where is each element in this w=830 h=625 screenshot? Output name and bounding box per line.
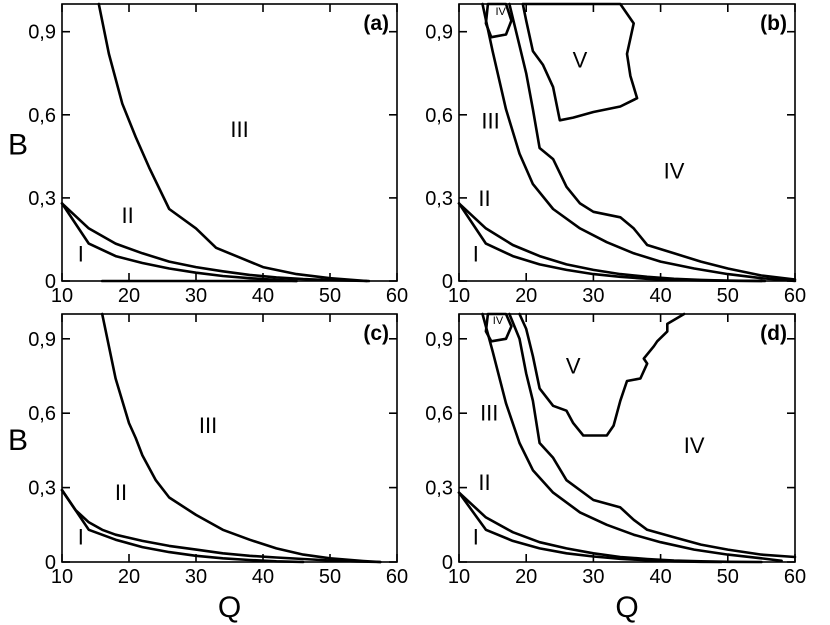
panel-c-region-label: III: [199, 413, 217, 438]
panel-a-region-label: I: [78, 242, 84, 267]
panel-a-ytick-label: 0,3: [28, 188, 56, 210]
panel-b-ytick-label: 0: [442, 271, 453, 293]
panel-b-region-label: V: [573, 48, 588, 73]
panel-d-xtick-label: 50: [717, 566, 739, 588]
panel-c-region-label: I: [78, 525, 84, 550]
panel-b-xtick-label: 40: [649, 285, 671, 307]
panel-d-boundary-curve-3: [481, 312, 783, 563]
panel-d-xtick-label: 30: [582, 566, 604, 588]
panel-d-region-label: I: [473, 525, 479, 550]
panel-b-boundary-curve-6: [484, 2, 513, 39]
panel-d-boundary-curve-6: [484, 312, 513, 343]
panel-a-xtick-label: 40: [252, 285, 274, 307]
panel-b-region-label: I: [473, 242, 479, 267]
panel-d-xlabel: Q: [615, 591, 638, 624]
panel-c-boundary-curve-3: [100, 312, 382, 564]
panel-b-xtick-label: 30: [582, 285, 604, 307]
panel-b-region-label: IV: [495, 6, 506, 18]
panel-d-ytick-label: 0,6: [425, 403, 453, 425]
panel-a-xtick-label: 20: [118, 285, 140, 307]
panel-a-frame: [61, 3, 398, 282]
panel-d-ytick-label: 0,9: [425, 329, 453, 351]
panel-d-ytick-label: 0: [442, 552, 453, 574]
panel-b-boundary-curve-3: [481, 2, 797, 283]
panel-c-xtick-label: 40: [252, 566, 274, 588]
panel-b-ytick-label: 0,6: [425, 105, 453, 127]
panel-d-xtick-label: 20: [515, 566, 537, 588]
panel-a-label: (a): [363, 12, 389, 35]
panel-d-xtick-label: 60: [784, 566, 806, 588]
panel-c-boundary-curve-1: [60, 488, 382, 564]
panel-a-xtick-label: 10: [51, 285, 73, 307]
panel-a-region-label: II: [122, 203, 134, 228]
panel-a-region-label: III: [230, 117, 248, 142]
panel-c-ytick-label: 0: [45, 552, 56, 574]
panel-c-region-label: II: [115, 480, 127, 505]
panel-c-frame: [61, 313, 398, 563]
panel-c-xtick-label: 60: [386, 566, 408, 588]
panel-d-region-label: III: [480, 401, 498, 426]
panel-a-boundary-curve-3: [60, 202, 298, 283]
panel-b-xtick-label: 50: [717, 285, 739, 307]
panel-b-boundary-curve-2: [457, 202, 763, 283]
panel-c-ytick-label: 0,6: [28, 403, 56, 425]
panel-d-region-label: IV: [684, 433, 705, 458]
panel-b-xtick-label: 60: [784, 285, 806, 307]
panel-d-region-label: V: [566, 354, 581, 379]
panel-d-region-label: IV: [493, 315, 504, 327]
panel-b-ytick-label: 0,9: [425, 22, 453, 44]
panel-c-ylabel: B: [8, 424, 28, 457]
panel-a-ytick-label: 0,9: [28, 22, 56, 44]
panel-a-xtick-label: 30: [185, 285, 207, 307]
panel-c-boundary-curve-2: [60, 488, 305, 564]
panel-d-boundary-curve-5: [518, 312, 686, 437]
panel-c-xtick-label: 20: [118, 566, 140, 588]
panel-d-frame: [458, 313, 796, 563]
panel-b-boundary-curve-4: [508, 2, 797, 281]
panel-a-ytick-label: 0: [45, 271, 56, 293]
panel-b-label: (b): [760, 12, 787, 35]
panel-d-xtick-label: 10: [448, 566, 470, 588]
panel-d-region-label: II: [478, 470, 490, 495]
panel-c-xtick-label: 30: [185, 566, 207, 588]
panel-c-ytick-label: 0,9: [28, 329, 56, 351]
panel-c-xtick-label: 10: [51, 566, 73, 588]
panel-b-frame: [458, 3, 796, 282]
panel-a-xtick-label: 50: [319, 285, 341, 307]
panel-b-region-label: III: [481, 109, 499, 134]
panel-c-label: (c): [363, 322, 389, 345]
panel-c-xlabel: Q: [218, 591, 241, 624]
panel-a-xtick-label: 60: [386, 285, 408, 307]
panel-b-ytick-label: 0,3: [425, 188, 453, 210]
panel-d-boundary-curve-2: [457, 491, 723, 564]
panel-d-ytick-label: 0,3: [425, 478, 453, 500]
panel-b-region-label: IV: [664, 159, 685, 184]
panel-b-xtick-label: 20: [515, 285, 537, 307]
panel-a-ytick-label: 0,6: [28, 105, 56, 127]
panel-b-boundary-curve-5: [521, 2, 639, 122]
panel-d-xtick-label: 40: [649, 566, 671, 588]
panel-a-boundary-curve-4: [97, 2, 369, 283]
panel-b-region-label: II: [478, 186, 490, 211]
panel-c-xtick-label: 50: [319, 566, 341, 588]
panel-c-ytick-label: 0,3: [28, 478, 56, 500]
panel-a-ylabel: B: [8, 129, 28, 162]
panel-b-xtick-label: 10: [448, 285, 470, 307]
panel-a-boundary-curve-2: [60, 202, 371, 283]
panel-d-boundary-curve-4: [508, 312, 797, 559]
panel-d-label: (d): [760, 322, 787, 345]
